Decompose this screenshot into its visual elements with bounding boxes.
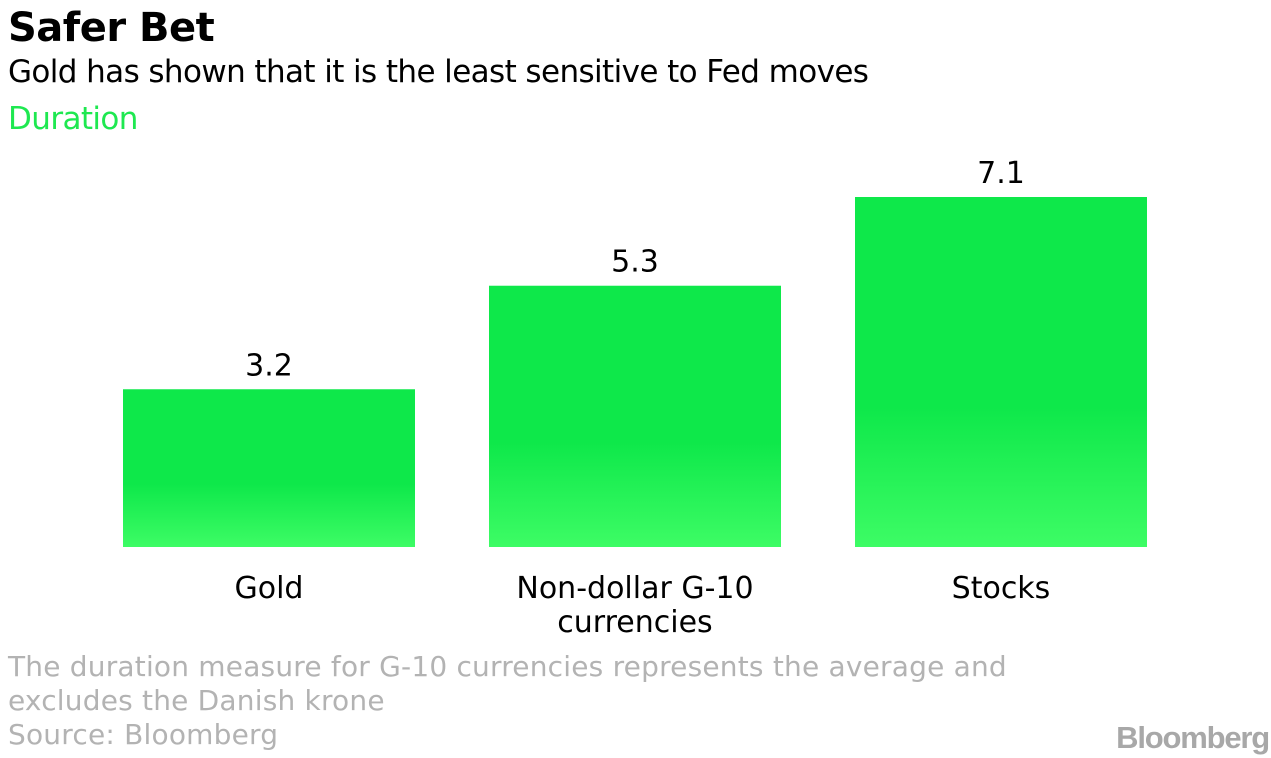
- value-label-0: 3.2: [245, 348, 293, 383]
- chart-title: Safer Bet: [8, 5, 215, 51]
- category-label-0-0: Gold: [235, 571, 304, 606]
- footnote-line-2: excludes the Danish krone: [8, 684, 385, 717]
- footnote: The duration measure for G-10 currencies…: [8, 650, 1108, 752]
- chart-subtitle: Gold has shown that it is the least sens…: [8, 54, 869, 90]
- bloomberg-logo: Bloomberg: [1116, 720, 1270, 755]
- bar-1: [489, 285, 781, 547]
- series-label: Duration: [8, 101, 138, 137]
- bar-0: [123, 389, 415, 547]
- category-label-2-0: Stocks: [952, 571, 1051, 606]
- bar-2: [855, 197, 1147, 547]
- category-label-1-1: currencies: [557, 605, 712, 640]
- value-label-2: 7.1: [977, 156, 1025, 191]
- footnote-line-1: The duration measure for G-10 currencies…: [8, 650, 1007, 683]
- source-note: Source: Bloomberg: [8, 718, 279, 751]
- value-label-1: 5.3: [611, 245, 659, 280]
- category-label-1-0: Non-dollar G-10: [516, 571, 753, 606]
